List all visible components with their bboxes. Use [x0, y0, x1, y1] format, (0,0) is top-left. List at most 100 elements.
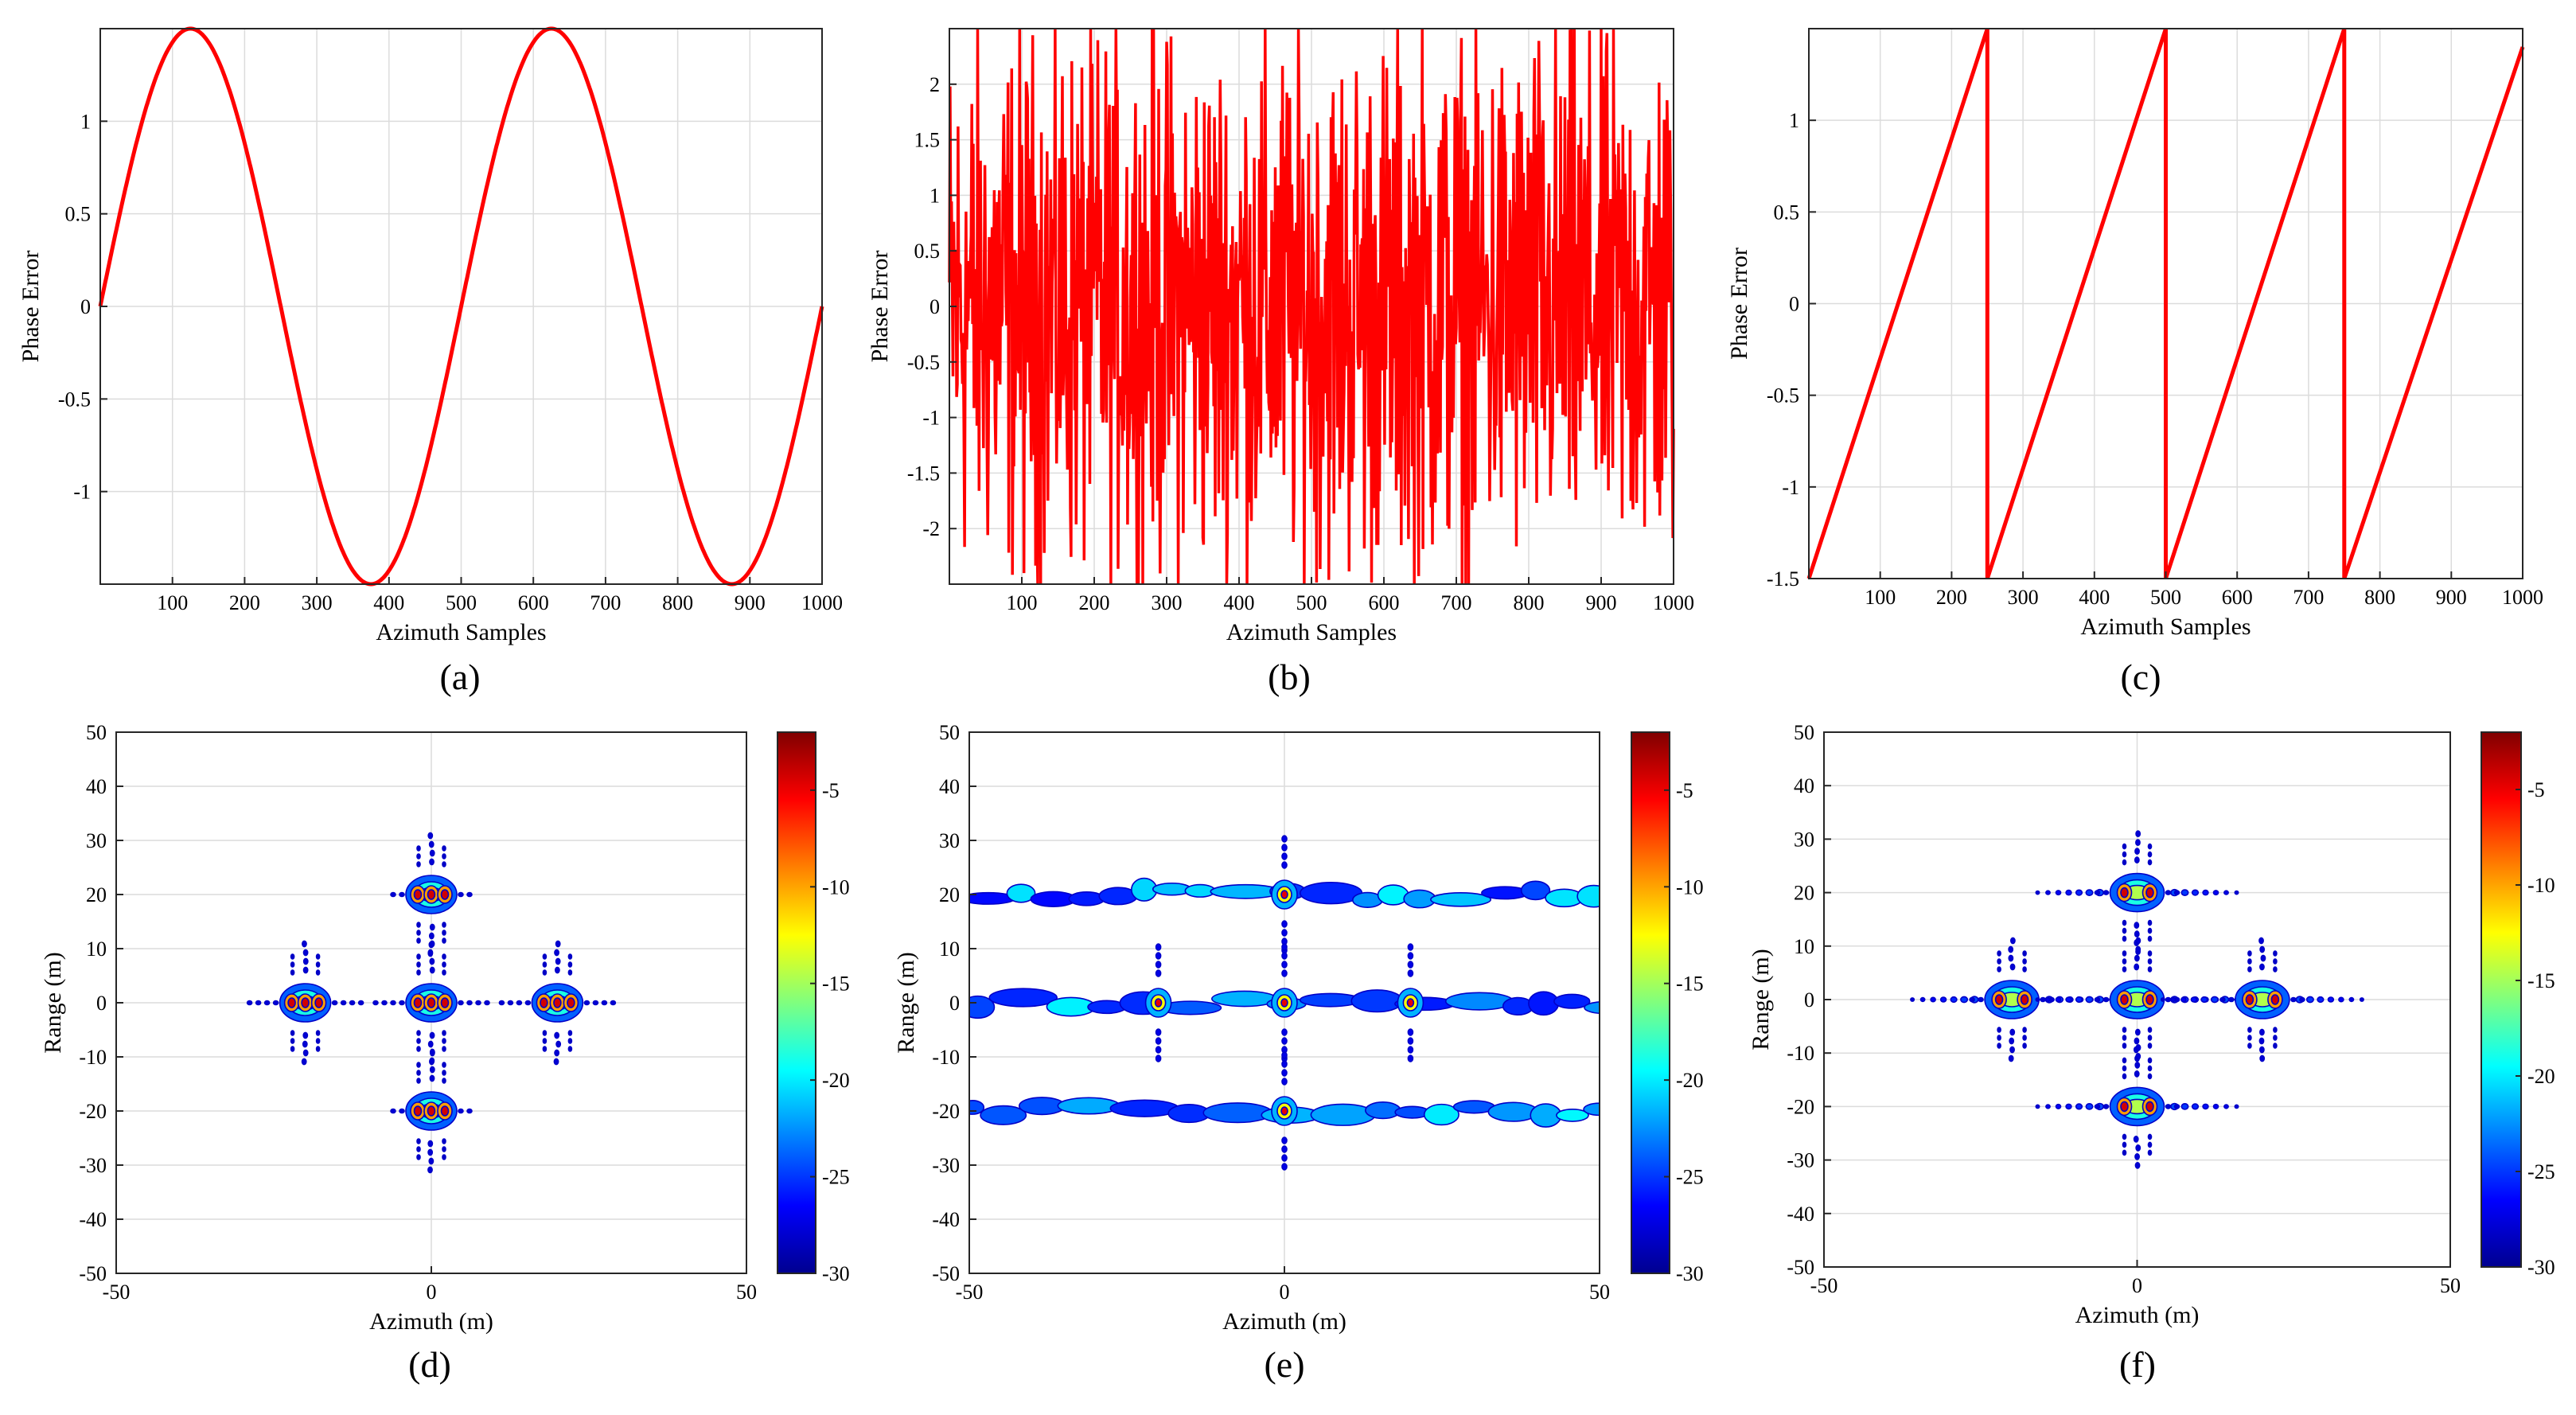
range-sidelobe — [416, 1078, 421, 1084]
azimuth-sidelobe — [2102, 1104, 2110, 1109]
range-sidelobe — [2009, 1028, 2016, 1036]
range-sidelobe — [1997, 1035, 2001, 1041]
range-sidelobe — [429, 1031, 435, 1039]
x-tick-label: 300 — [302, 591, 333, 614]
azimuth-sidelobe — [390, 1000, 396, 1006]
range-sidelobe — [2147, 935, 2153, 942]
range-sidelobe — [1155, 961, 1162, 969]
range-sidelobe — [1407, 961, 1414, 969]
range-sidelobe — [1281, 1060, 1288, 1068]
x-tick-label: 400 — [1224, 591, 1255, 614]
y-tick-label: 40 — [1794, 774, 1814, 797]
x-tick-label: 900 — [1586, 591, 1617, 614]
response-core — [440, 997, 450, 1008]
azimuth-sidelobe — [466, 1108, 473, 1114]
y-tick-label: -0.5 — [1767, 384, 1799, 407]
range-sidelobe — [416, 1070, 421, 1076]
colorbar-frame — [2481, 731, 2522, 1268]
range-sidelobe — [2147, 1065, 2153, 1072]
y-tick-label: 0 — [929, 295, 940, 318]
azimuth-sidelobe — [2094, 996, 2101, 1003]
y-axis-label: Range (m) — [40, 952, 66, 1053]
colorbar — [777, 732, 816, 1273]
colorbar-tick-label: -25 — [1676, 1166, 1704, 1189]
range-sidelobe — [554, 1049, 560, 1057]
range-sidelobe — [442, 1038, 446, 1044]
range-sidelobe — [2009, 1046, 2015, 1054]
response-core — [427, 1105, 436, 1117]
x-tick-label: 100 — [1865, 586, 1896, 609]
range-sidelobe — [1997, 1027, 2001, 1033]
range-sidelobe — [2134, 848, 2140, 855]
range-sidelobe — [2147, 851, 2153, 858]
range-sidelobe — [442, 930, 446, 936]
range-sidelobe — [429, 957, 435, 965]
x-tick-label: 0 — [2132, 1274, 2142, 1297]
response-core — [1280, 1106, 1288, 1116]
range-sidelobe — [1281, 1069, 1288, 1077]
azimuth-sidelobe — [2165, 890, 2172, 895]
range-sidelobe — [2147, 1057, 2153, 1064]
paired-echo — [2223, 890, 2229, 895]
paired-echo — [2065, 1103, 2072, 1110]
y-axis-label: Range (m) — [893, 952, 919, 1053]
range-sidelobe — [2122, 1149, 2127, 1156]
colorbar-tick-label: -5 — [822, 779, 840, 802]
range-sidelobe — [416, 1062, 421, 1068]
range-sidelobe — [555, 957, 561, 965]
y-tick-label: 0 — [949, 992, 960, 1015]
x-tick-label: 50 — [1589, 1281, 1610, 1304]
y-tick-label: 30 — [939, 829, 960, 852]
y-tick-label: 20 — [86, 883, 107, 906]
range-sidelobe — [2122, 859, 2127, 866]
range-sidelobe — [2273, 1027, 2278, 1033]
range-sidelobe — [2009, 963, 2016, 971]
range-sidelobe — [416, 953, 421, 960]
range-sidelobe — [429, 1048, 435, 1056]
range-sidelobe — [2135, 1144, 2141, 1152]
range-sidelobe — [442, 1062, 446, 1068]
x-tick-label: 900 — [735, 591, 766, 614]
range-sidelobe — [429, 1074, 435, 1082]
colorbar — [2481, 732, 2521, 1267]
range-sidelobe — [2122, 950, 2127, 957]
smeared-response — [988, 988, 1058, 1008]
x-axis-label: Azimuth Samples — [376, 619, 546, 645]
range-sidelobe — [442, 1046, 446, 1052]
range-sidelobe — [2022, 1035, 2027, 1041]
point-target-responses — [1910, 830, 2364, 1169]
y-tick-label: -1 — [922, 407, 940, 430]
range-sidelobe — [2247, 950, 2252, 957]
paired-echo — [2202, 889, 2209, 896]
paired-echo — [2200, 996, 2208, 1004]
range-sidelobe — [416, 861, 421, 867]
y-tick-label: 0 — [1789, 293, 1799, 316]
range-sidelobe — [427, 949, 434, 957]
y-tick-label: -2 — [922, 517, 940, 540]
y-tick-label: 0.5 — [65, 203, 92, 226]
range-sidelobe — [2134, 954, 2140, 962]
y-tick-label: 0.5 — [914, 240, 941, 263]
range-sidelobe — [416, 930, 421, 936]
panel-caption: (f) — [2119, 1344, 2156, 1385]
range-sidelobe — [567, 1046, 573, 1052]
range-sidelobe — [2122, 1073, 2127, 1080]
smeared-response — [1584, 1001, 1600, 1015]
paired-echo — [2359, 997, 2364, 1002]
azimuth-sidelobe — [2173, 1104, 2180, 1109]
y-tick-label: 40 — [86, 775, 107, 798]
response-core — [2145, 887, 2154, 899]
x-tick-label: 800 — [1514, 591, 1545, 614]
paired-echo — [2210, 996, 2219, 1004]
response-core — [2145, 994, 2154, 1005]
range-sidelobe — [442, 969, 446, 976]
range-sidelobe — [1281, 861, 1288, 869]
azimuth-sidelobe — [2094, 1104, 2101, 1109]
range-sidelobe — [2134, 1070, 2140, 1078]
panel-caption: (c) — [2120, 657, 2161, 697]
range-sidelobe — [442, 922, 446, 928]
y-tick-label: -50 — [79, 1262, 107, 1285]
series-line — [948, 28, 1675, 585]
colorbar-tick-label: -30 — [822, 1262, 850, 1285]
